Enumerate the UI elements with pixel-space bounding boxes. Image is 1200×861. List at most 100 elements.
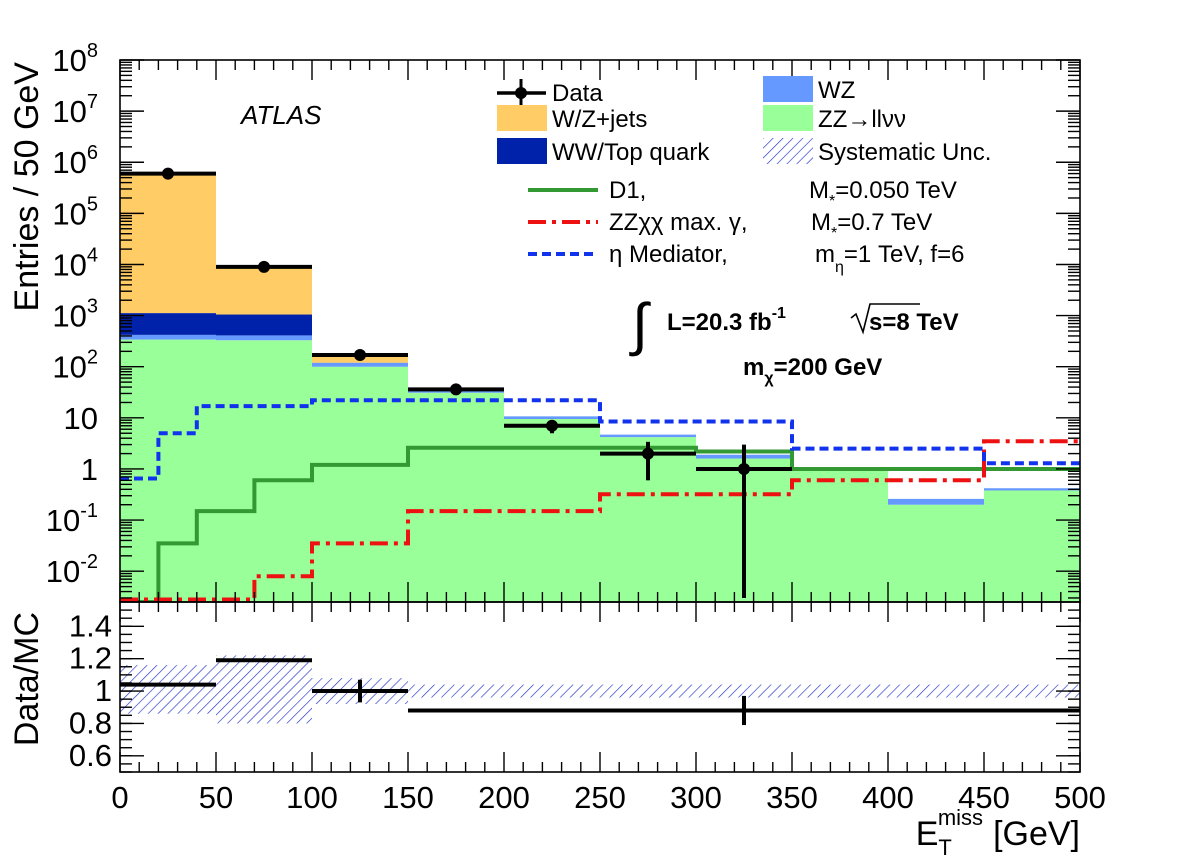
legend-label-zzxx: ZZχχ max. γ, — [609, 209, 748, 236]
x-tick-label-4: 200 — [478, 780, 530, 815]
x-tick-label-10: 500 — [1054, 780, 1106, 815]
legend-mass-eta: mη=1 TeV, f=6 — [815, 241, 964, 276]
x-tick-label-7: 350 — [766, 780, 818, 815]
stack-bar-zzll-7 — [792, 468, 888, 602]
atlas-label: ATLAS — [239, 100, 322, 130]
legend: Data W/Z+jets WW/Top quark WZ ZZ→llνν Sy… — [497, 76, 991, 276]
data-point-3 — [450, 383, 462, 396]
y-tick-label-10: 108 — [52, 40, 98, 78]
legend-label-wwtop: WW/Top quark — [552, 139, 710, 166]
legend-entry-data: Data — [497, 79, 603, 107]
legend-entry-wjets: W/Z+jets — [497, 105, 647, 133]
ratio-y-tick-label-0: 0.6 — [69, 738, 112, 773]
legend-entry-syst: Systematic Unc. — [763, 138, 991, 166]
legend-data-marker-dot — [515, 87, 527, 99]
main-axes: 10-2 10-1 1 10 102 103 104 105 106 107 108 — [46, 40, 1081, 603]
data-points — [120, 167, 792, 598]
luminosity-annotation: ∫ L=20.3 fb-1 s=8 TeV mχ=200 GeV — [629, 292, 959, 387]
ratio-systematic-band — [120, 655, 1080, 724]
ratio-y-tick-label-2: 1 — [95, 673, 112, 708]
ratio-band-3 — [408, 684, 1080, 698]
legend-label-wz: WZ — [818, 77, 855, 104]
legend-entry-zzxx: ZZχχ max. γ, M*=0.7 TeV — [528, 209, 932, 242]
ratio-points — [120, 658, 1080, 726]
x-tick-label-3: 150 — [382, 780, 434, 815]
legend-label-d1: D1, — [609, 177, 646, 204]
legend-label-zz: ZZ→llνν — [818, 106, 906, 133]
y-tick-label-7: 105 — [52, 193, 98, 231]
x-tick-label-6: 300 — [670, 780, 722, 815]
legend-label-eta: η Mediator, — [609, 241, 728, 268]
stack-bar-wz-5 — [600, 434, 696, 438]
stack-bar-wwtopquark-1 — [216, 314, 312, 336]
legend-swatch-wjets — [497, 105, 547, 131]
stack-bar-zzll-3 — [408, 392, 504, 602]
x-tick-label-8: 400 — [862, 780, 914, 815]
sqrt-sign — [850, 303, 920, 335]
legend-mass-d1: M*=0.050 TeV — [809, 177, 957, 210]
ratio-y-tick-label-4: 1.4 — [69, 608, 112, 643]
ratio-y-tick-label-1: 0.8 — [69, 705, 112, 740]
x-tick-label-2: 100 — [286, 780, 338, 815]
stack-bar-wz-4 — [504, 416, 600, 419]
stack-bar-wz-2 — [312, 362, 408, 367]
data-point-5 — [642, 447, 654, 460]
stack-bar-wzjets-1 — [216, 266, 312, 315]
data-point-0 — [162, 167, 174, 180]
y-tick-label-4: 102 — [52, 347, 98, 385]
ratio-panel: 0.60.811.21.4 0 50 100 150 200 250 300 350 400 450… — [8, 601, 1106, 860]
y-tick-label-1: 10-1 — [46, 500, 98, 538]
stack-bar-wz-1 — [216, 335, 312, 341]
legend-label-data: Data — [552, 80, 603, 107]
y-tick-label-3: 10 — [64, 401, 98, 436]
legend-entry-wwtop: WW/Top quark — [497, 138, 710, 166]
y-tick-label-2: 1 — [81, 452, 98, 487]
legend-entry-eta: η Mediator, mη=1 TeV, f=6 — [528, 241, 964, 276]
legend-entry-wz: WZ — [763, 76, 855, 104]
ratio-y-axis-title: Data/MC — [8, 612, 46, 746]
y-axis-title: Entries / 50 GeV — [8, 62, 46, 312]
ratio-band-0 — [120, 665, 216, 714]
ratio-y-tick-label-3: 1.2 — [69, 641, 112, 676]
stack-bar-zzll-1 — [216, 340, 312, 602]
main-histogram-panel: 10-2 10-1 1 10 102 103 104 105 106 107 108 Entries… — [8, 40, 1081, 603]
stack-bar-wwtopquark-0 — [120, 313, 216, 335]
legend-mass-zzxx: M*=0.7 TeV — [811, 209, 932, 242]
energy-text: s=8 TeV — [869, 309, 959, 336]
y-tick-label-8: 106 — [52, 142, 98, 180]
background-stack — [120, 173, 1080, 602]
stack-bar-wz-9 — [984, 488, 1080, 491]
legend-entry-zz: ZZ→llνν — [763, 105, 906, 133]
stack-bar-wz-8 — [888, 498, 984, 505]
x-tick-label-5: 250 — [574, 780, 626, 815]
legend-swatch-wwtop — [497, 138, 547, 164]
y-tick-label-0: 10-2 — [46, 551, 98, 589]
ratio-band-1 — [216, 655, 312, 724]
data-point-6 — [738, 462, 750, 475]
stack-bar-zzll-8 — [888, 504, 984, 602]
stack-bar-wz-0 — [120, 334, 216, 340]
legend-label-syst: Systematic Unc. — [818, 139, 991, 166]
dm-mass-text: mχ=200 GeV — [743, 354, 882, 387]
x-tick-label-1: 50 — [199, 780, 233, 815]
stack-bar-wzjets-0 — [120, 173, 216, 314]
x-tick-label-0: 0 — [111, 780, 128, 815]
y-tick-label-5: 103 — [52, 296, 98, 334]
stack-bar-zzll-9 — [984, 490, 1080, 602]
integral-sign: ∫ — [629, 292, 651, 357]
y-tick-label-6: 104 — [52, 244, 98, 282]
ratio-axes: 0.60.811.21.4 0 50 100 150 200 250 300 350 400 450… — [69, 601, 1106, 815]
data-point-1 — [258, 260, 270, 273]
legend-swatch-wz — [763, 76, 813, 102]
x-axis-title: ETmiss [GeV] — [916, 805, 1080, 860]
data-point-2 — [354, 348, 366, 361]
legend-label-wjets: W/Z+jets — [552, 106, 647, 133]
stack-bar-zzll-2 — [312, 366, 408, 602]
stack-bar-zzll-0 — [120, 339, 216, 602]
signal-line-2 — [120, 398, 1080, 481]
legend-swatch-syst — [763, 138, 813, 164]
data-point-4 — [546, 419, 558, 432]
legend-entry-d1: D1, M*=0.050 TeV — [528, 177, 957, 210]
legend-swatch-zz — [763, 105, 813, 131]
